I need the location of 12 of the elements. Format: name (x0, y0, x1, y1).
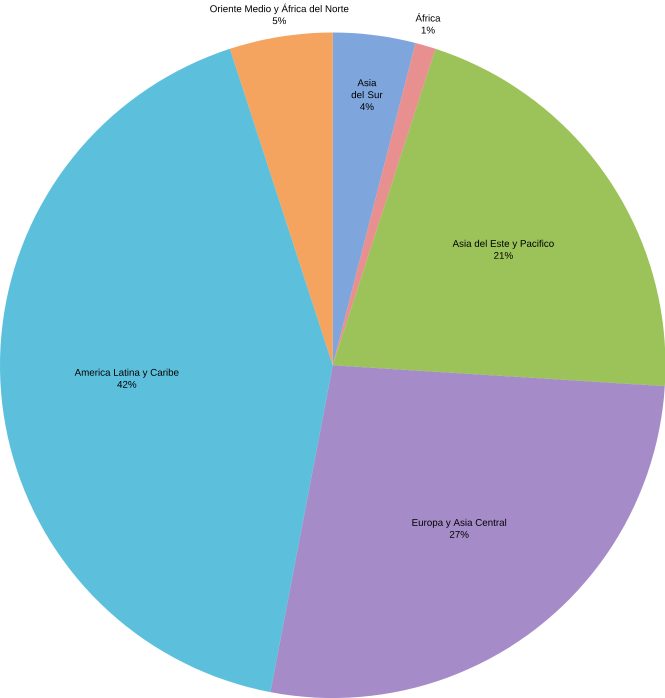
data-label: 42% (117, 380, 136, 388)
slice-label: Asia del Este y Pacifico (452, 240, 554, 249)
data-label: 4% (360, 103, 374, 110)
data-label: 1% (421, 26, 434, 34)
data-label: 27% (450, 530, 468, 538)
slice-label: Asia del Sur (351, 79, 382, 98)
data-label: 5% (272, 17, 286, 24)
slice-label: Oriente Medio y África del Norte (210, 4, 348, 14)
slice-label: África (415, 13, 440, 22)
slice-label: Europa y Asia Central (412, 518, 506, 528)
slice-label: America Latina y Caribe (74, 368, 178, 378)
data-label: 21% (494, 252, 513, 259)
